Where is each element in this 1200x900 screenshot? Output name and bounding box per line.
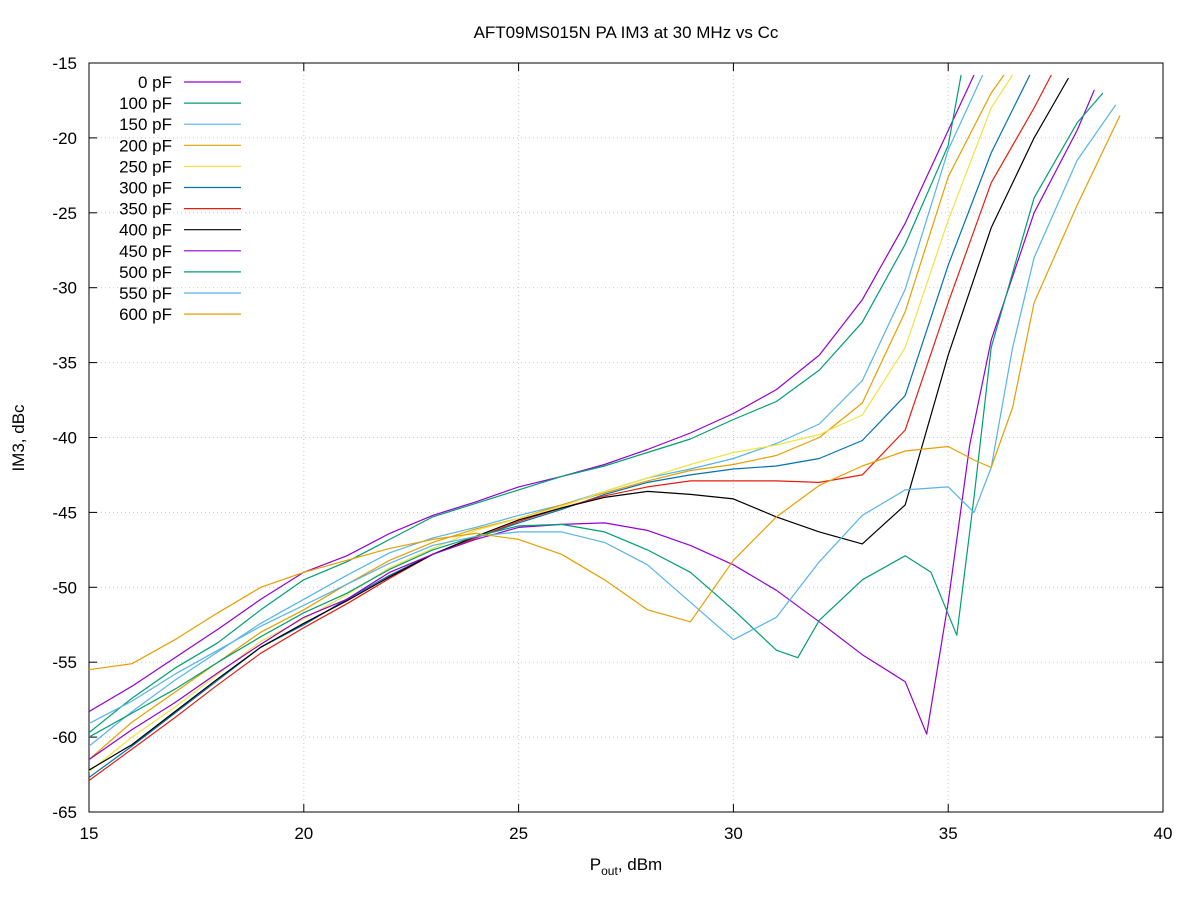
x-tick-label: 20 (294, 824, 313, 843)
x-tick-label: 35 (939, 824, 958, 843)
legend-label: 400 pF (119, 221, 172, 240)
legend-label: 0 pF (138, 73, 172, 92)
y-tick-label: -15 (52, 54, 77, 73)
x-axis-label-main: P (590, 855, 601, 874)
series-line-250-pf (89, 74, 1014, 773)
legend-label: 500 pF (119, 263, 172, 282)
chart-title: AFT09MS015N PA IM3 at 30 MHz vs Cc (474, 23, 779, 42)
y-tick-label: -20 (52, 129, 77, 148)
y-tick-label: -45 (52, 503, 77, 522)
y-tick-label: -65 (52, 803, 77, 822)
x-tick-label: 25 (509, 824, 528, 843)
y-axis-label: IM3, dBc (9, 404, 28, 472)
legend-label: 350 pF (119, 200, 172, 219)
x-axis-label: Pout, dBm (590, 855, 662, 878)
x-axis-label-subscript: out (601, 864, 618, 878)
series-line-0-pf (89, 74, 975, 713)
y-tick-label: -55 (52, 653, 77, 672)
y-tick-label: -35 (52, 354, 77, 373)
legend-label: 200 pF (119, 136, 172, 155)
series-line-100-pf (89, 74, 962, 734)
x-axis-label-rest: , dBm (618, 855, 662, 874)
legend: 0 pF 100 pF 150 pF 200 pF 250 pF 300 pF 350 pF… (119, 73, 241, 324)
series-line-500-pf (89, 92, 1104, 738)
series-line-400-pf (89, 77, 1070, 771)
series-line-450-pf (89, 89, 1095, 761)
series-line-200-pf (89, 74, 1005, 761)
y-tick-label: -25 (52, 204, 77, 223)
legend-label: 550 pF (119, 284, 172, 303)
series-line-350-pf (89, 74, 1052, 781)
x-tick-label: 30 (724, 824, 743, 843)
y-tick-label: -50 (52, 578, 77, 597)
series-line-600-pf (89, 115, 1121, 671)
legend-label: 450 pF (119, 242, 172, 261)
grid-lines (89, 63, 1163, 812)
series-line-550-pf (89, 104, 1117, 725)
y-tick-label: -60 (52, 728, 77, 747)
axes: 15 20 25 30 35 40 -65 -60 -55 -50 -45 -40 -35 -30 -25 -… (52, 54, 1172, 843)
legend-label: 150 pF (119, 115, 172, 134)
legend-label: 100 pF (119, 94, 172, 113)
y-tick-label: -30 (52, 279, 77, 298)
legend-label: 600 pF (119, 305, 172, 324)
legend-label: 300 pF (119, 179, 172, 198)
y-tick-label: -40 (52, 429, 77, 448)
legend-label: 250 pF (119, 157, 172, 176)
series-lines (89, 74, 1121, 781)
series-line-150-pf (89, 74, 984, 747)
x-tick-label: 15 (80, 824, 99, 843)
x-tick-label: 40 (1154, 824, 1173, 843)
